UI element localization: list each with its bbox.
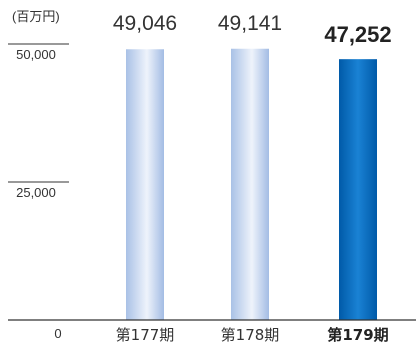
- category-label-3: 第179期: [327, 326, 388, 343]
- y-unit-label: (百万円): [12, 9, 60, 24]
- y-axis: 0 25,000 50,000: [8, 43, 69, 341]
- bar-3: [339, 59, 377, 321]
- bar-1: [126, 49, 164, 320]
- value-label-2: 49,141: [218, 12, 282, 35]
- value-label-3: 47,252: [324, 22, 391, 47]
- x-axis: 第177期 第178期 第179期: [8, 319, 416, 343]
- value-label-1: 49,046: [113, 12, 177, 35]
- value-labels: 49,046 49,141 47,252: [113, 12, 392, 47]
- y-tick-label: 0: [54, 326, 61, 341]
- bar-2: [231, 48, 269, 321]
- bars: [126, 48, 377, 321]
- y-tick-label: 50,000: [16, 47, 56, 62]
- category-label-1: 第177期: [116, 326, 175, 343]
- category-label-2: 第178期: [221, 326, 280, 343]
- y-tick-label: 25,000: [16, 185, 56, 200]
